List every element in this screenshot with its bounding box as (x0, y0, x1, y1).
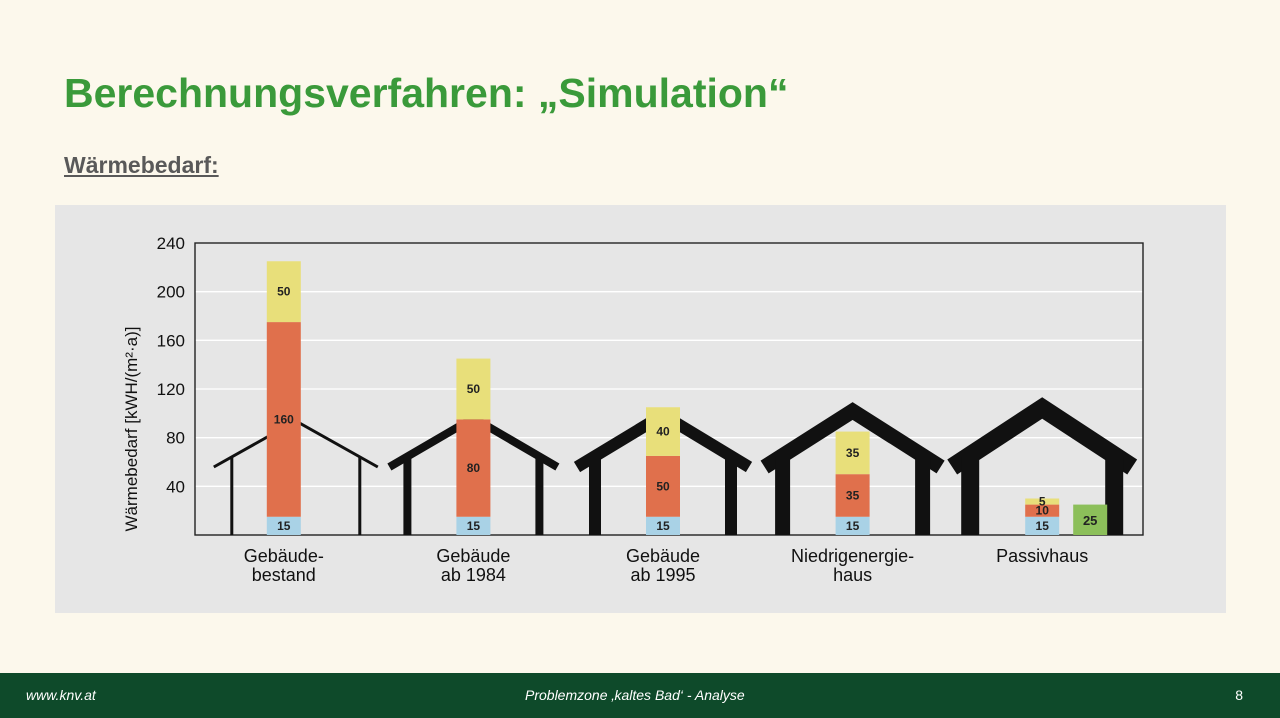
category-label: ab 1995 (630, 565, 695, 585)
footer-bar: www.knv.at Problemzone ‚kaltes Bad‘ - An… (0, 673, 1280, 718)
category-label: Gebäude (626, 546, 700, 566)
section-subtitle: Wärmebedarf: (64, 152, 219, 178)
bar-segment (266, 516, 301, 535)
bar-value-label: 15 (277, 519, 291, 533)
bar-value-label: 35 (846, 446, 860, 460)
category-label: Gebäude (436, 546, 510, 566)
bar-segment (646, 407, 680, 456)
bar-value-label: 80 (467, 461, 481, 475)
y-tick-label: 240 (157, 234, 185, 253)
y-tick-label: 40 (166, 477, 185, 496)
category-label: Passivhaus (996, 546, 1088, 566)
bar-value-label: 15 (846, 519, 860, 533)
category-label: bestand (252, 565, 316, 585)
bar-segment (266, 322, 301, 517)
bar-value-label: 15 (656, 519, 670, 533)
bar-value-label: 10 (1036, 504, 1050, 518)
bar-value-label: 35 (846, 488, 860, 502)
bar-value-label: 5 (1039, 495, 1046, 509)
y-axis-label: Wärmebedarf [kWH/(m²·a)] (122, 327, 141, 532)
chart-panel: 40 80 120 160 200 240 Wärmebedarf [kWH/(m²·a)]… (55, 205, 1226, 613)
y-tick-label: 160 (157, 331, 185, 350)
bar-value-label: 160 (274, 412, 294, 426)
heat-demand-chart: 40 80 120 160 200 240 Wärmebedarf [kWH/(m²·a)]… (122, 234, 1144, 585)
bar-segment (266, 261, 301, 323)
bar-segment (835, 431, 870, 475)
bar-segment (456, 419, 491, 517)
bar-segment-extra (1073, 504, 1108, 535)
page-number: 8 (1235, 687, 1243, 703)
bar-segment (456, 516, 491, 535)
slide-title: Berechnungsverfahren: „Simulation“ (64, 70, 789, 116)
bar-segment (1025, 504, 1060, 517)
y-tick-label: 200 (157, 283, 185, 302)
bar-segment (456, 358, 491, 420)
category-label: ab 1984 (441, 565, 506, 585)
footer-url[interactable]: www.knv.at (26, 687, 96, 703)
bar-value-label: 25 (1083, 513, 1097, 528)
house-roof (947, 397, 1138, 475)
bar-value-label: 15 (1036, 519, 1050, 533)
category-label: Niedrigenergie- (791, 546, 914, 566)
bar-segment (646, 455, 680, 517)
bar-value-label: 15 (467, 519, 481, 533)
bar-value-label: 50 (467, 382, 481, 396)
house-roof (760, 402, 945, 474)
y-tick-label: 120 (157, 380, 185, 399)
bar-value-label: 40 (656, 425, 670, 439)
bar-value-label: 50 (656, 479, 670, 493)
bar-segment (835, 474, 870, 517)
category-label: Gebäude- (244, 546, 324, 566)
bar-segment (835, 516, 870, 535)
bar-segment (1025, 498, 1060, 505)
bar-value-label: 50 (277, 285, 291, 299)
bar-segment (1025, 516, 1060, 535)
bar-segment (646, 516, 680, 535)
category-label: haus (833, 565, 872, 585)
footer-center-text: Problemzone ‚kaltes Bad‘ - Analyse (525, 687, 745, 703)
y-tick-label: 80 (166, 429, 185, 448)
